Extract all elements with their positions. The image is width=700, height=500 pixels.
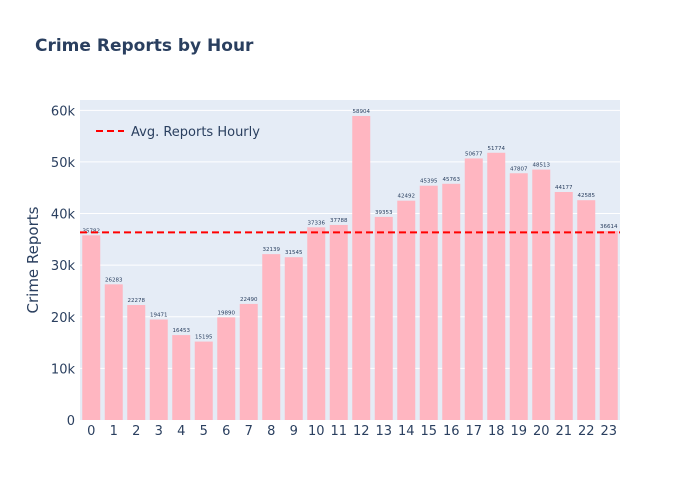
- bar[interactable]: [329, 224, 348, 420]
- x-tick-label: 18: [488, 424, 505, 439]
- x-tick-label: 23: [600, 424, 617, 439]
- data-label: 16453: [173, 328, 191, 334]
- data-label: 42585: [578, 193, 596, 199]
- y-tick-label: 0: [67, 414, 75, 429]
- data-label: 45395: [420, 179, 438, 185]
- x-tick-label: 0: [87, 424, 95, 439]
- data-label: 42492: [398, 194, 416, 200]
- data-label: 15195: [195, 335, 213, 341]
- bar[interactable]: [127, 305, 146, 420]
- y-tick-label: 30k: [51, 259, 76, 274]
- data-label: 51774: [488, 146, 506, 152]
- bar[interactable]: [577, 200, 596, 420]
- data-label: 58904: [353, 109, 371, 115]
- bar[interactable]: [464, 158, 483, 420]
- data-label: 26283: [105, 277, 123, 283]
- data-label: 37788: [330, 218, 348, 224]
- x-tick-label: 22: [578, 424, 595, 439]
- data-label: 36614: [600, 224, 618, 230]
- x-tick-label: 2: [132, 424, 140, 439]
- data-label: 22490: [240, 297, 258, 303]
- plot-area: 010k20k30k40k50k60k357820262831222782194…: [51, 100, 620, 439]
- data-label: 45763: [443, 177, 461, 183]
- data-label: 50677: [465, 151, 483, 157]
- x-tick-label: 1: [110, 424, 118, 439]
- bar[interactable]: [194, 341, 213, 420]
- bar[interactable]: [239, 303, 258, 420]
- x-tick-label: 15: [420, 424, 437, 439]
- bar[interactable]: [397, 200, 416, 420]
- x-tick-label: 5: [200, 424, 208, 439]
- y-axis-title: Crime Reports: [24, 206, 42, 313]
- x-tick-label: 19: [510, 424, 527, 439]
- bar[interactable]: [217, 317, 236, 420]
- data-label: 47807: [510, 166, 528, 172]
- data-label: 19890: [218, 310, 236, 316]
- bar[interactable]: [284, 257, 303, 420]
- data-label: 31545: [285, 250, 303, 256]
- bar[interactable]: [554, 191, 573, 420]
- x-tick-label: 17: [465, 424, 482, 439]
- bar[interactable]: [509, 173, 528, 420]
- legend[interactable]: Avg. Reports Hourly: [86, 116, 260, 145]
- y-tick-label: 60k: [51, 104, 76, 119]
- bar[interactable]: [149, 319, 168, 420]
- data-label: 37336: [308, 220, 326, 226]
- y-tick-label: 10k: [51, 362, 76, 377]
- bar[interactable]: [172, 335, 191, 420]
- x-tick-label: 12: [353, 424, 370, 439]
- bar[interactable]: [442, 183, 461, 420]
- bar[interactable]: [419, 185, 438, 420]
- x-tick-label: 14: [398, 424, 415, 439]
- data-label: 48513: [533, 163, 551, 169]
- bar[interactable]: [262, 254, 281, 420]
- x-tick-label: 4: [177, 424, 185, 439]
- x-tick-label: 10: [308, 424, 325, 439]
- data-label: 22278: [128, 298, 146, 304]
- y-tick-label: 40k: [51, 208, 76, 223]
- y-tick-label: 20k: [51, 311, 76, 326]
- x-tick-label: 8: [267, 424, 275, 439]
- y-tick-label: 50k: [51, 156, 76, 171]
- bar[interactable]: [532, 169, 551, 420]
- bar[interactable]: [374, 216, 393, 420]
- x-tick-label: 3: [155, 424, 163, 439]
- chart-title: Crime Reports by Hour: [35, 36, 254, 56]
- bar[interactable]: [487, 152, 506, 420]
- x-tick-label: 6: [222, 424, 230, 439]
- bar[interactable]: [307, 227, 326, 420]
- x-tick-label: 9: [290, 424, 298, 439]
- bar[interactable]: [104, 284, 123, 420]
- data-label: 19471: [150, 313, 168, 319]
- data-label: 32139: [263, 247, 281, 253]
- data-label: 39353: [375, 210, 393, 216]
- x-tick-label: 20: [533, 424, 550, 439]
- x-tick-label: 13: [375, 424, 392, 439]
- x-tick-label: 21: [555, 424, 572, 439]
- data-label: 44177: [555, 185, 573, 191]
- bar[interactable]: [352, 115, 371, 420]
- x-tick-label: 11: [330, 424, 347, 439]
- bar[interactable]: [599, 231, 618, 420]
- plot-background: [80, 100, 620, 420]
- x-tick-label: 7: [245, 424, 253, 439]
- legend-box: [86, 116, 258, 145]
- x-tick-label: 16: [443, 424, 460, 439]
- legend-label: Avg. Reports Hourly: [131, 125, 260, 140]
- bar[interactable]: [82, 235, 101, 420]
